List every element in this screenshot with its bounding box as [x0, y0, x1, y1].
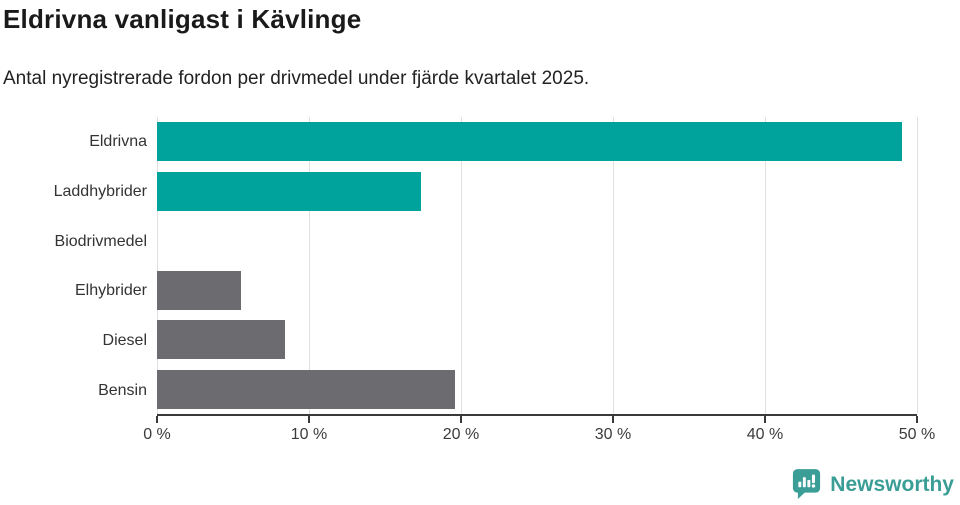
bar-elhybrider [157, 270, 241, 310]
bar-row-4 [157, 315, 917, 365]
chart-title: Eldrivna vanligast i Kävlinge [3, 4, 362, 34]
category-label-0: Eldrivna [89, 132, 147, 150]
category-label-3: Elhybrider [74, 282, 147, 300]
tick-label-30: 30 % [594, 426, 632, 443]
x-axis: 0 % 10 % 20 % 30 % 40 % 50 % [143, 416, 935, 456]
bar-row-2 [157, 216, 917, 266]
gridline-0 [157, 117, 158, 414]
category-labels: Eldrivna Laddhybrider Biodrivmedel Elhybrid… [0, 117, 147, 416]
bar-row-5 [157, 365, 917, 415]
tick-mark-0 [156, 416, 158, 423]
gridline-10 [309, 117, 310, 414]
bar-row-3 [157, 266, 917, 316]
speech-bubble-bar-chart-icon [792, 468, 821, 501]
gridline-40 [765, 117, 766, 414]
tick-mark-30 [612, 416, 614, 423]
tick-label-0: 0 % [143, 426, 171, 443]
gridline-50 [917, 117, 918, 414]
tick-mark-20 [460, 416, 462, 423]
bar-eldrivna [157, 122, 902, 162]
category-label-1: Laddhybrider [53, 182, 147, 200]
bar-diesel [157, 320, 285, 360]
tick-mark-10 [308, 416, 310, 423]
tick-label-40: 40 % [746, 426, 784, 443]
category-label-5: Bensin [98, 382, 147, 400]
tick-mark-50 [916, 416, 918, 423]
plot-area [157, 117, 918, 416]
brand-name: Newsworthy [830, 472, 954, 496]
tick-label-20: 20 % [442, 426, 480, 443]
bar-rows [157, 117, 917, 414]
tick-mark-40 [764, 416, 766, 423]
bar-row-1 [157, 167, 917, 217]
chart-subtitle: Antal nyregistrerade fordon per drivmede… [3, 68, 590, 89]
category-label-4: Diesel [102, 332, 147, 350]
newsworthy-brand: Newsworthy [792, 468, 954, 501]
category-label-2: Biodrivmedel [54, 232, 147, 250]
gridline-20 [461, 117, 462, 414]
tick-label-50: 50 % [898, 426, 936, 443]
bar-laddhybrider [157, 171, 422, 211]
gridline-30 [613, 117, 614, 414]
tick-label-10: 10 % [290, 426, 328, 443]
bar-row-0 [157, 117, 917, 167]
bar-bensin [157, 369, 455, 409]
